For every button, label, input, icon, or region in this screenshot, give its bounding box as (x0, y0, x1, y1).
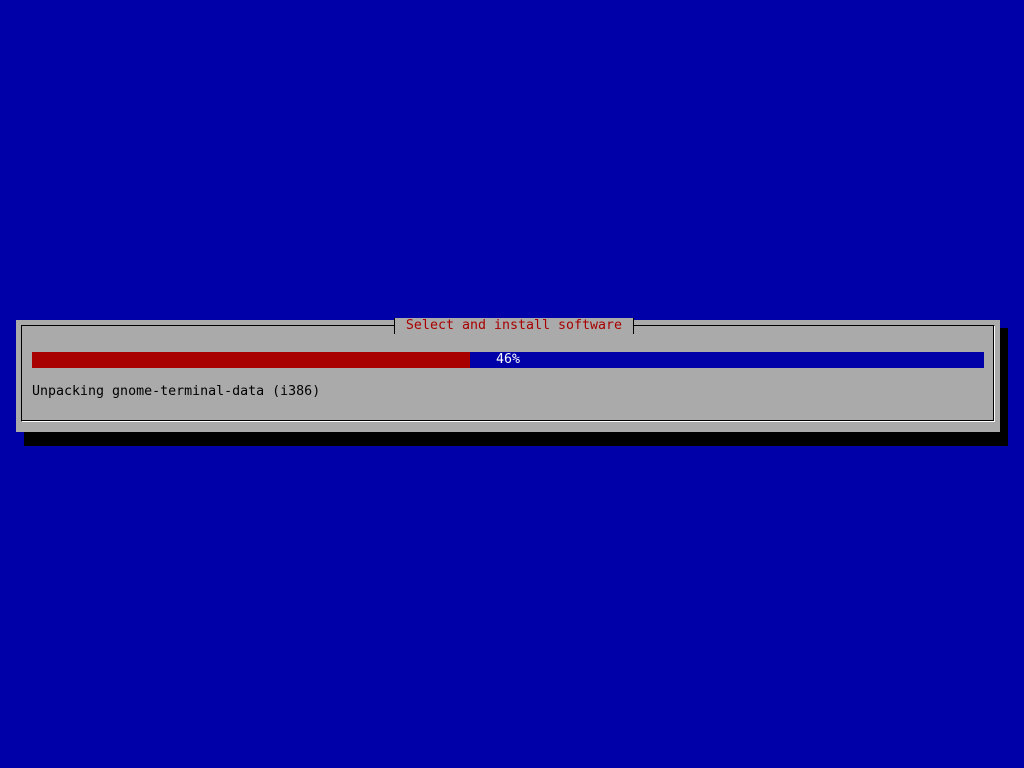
progress-fill (32, 352, 470, 368)
progress-percent: 46% (495, 352, 521, 367)
progress-dialog: Select and install software 46% Unpackin… (16, 318, 1000, 432)
dialog-frame-inner (22, 326, 994, 421)
status-message: Unpacking gnome-terminal-data (i386) (32, 384, 321, 399)
dialog-title: Select and install software (394, 318, 634, 334)
dialog-frame: Select and install software (21, 318, 995, 422)
progress-bar: 46% (32, 352, 984, 368)
